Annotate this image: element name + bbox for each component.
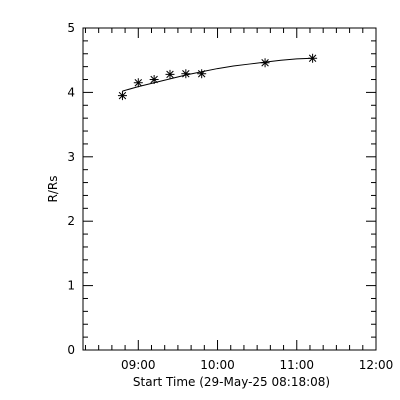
data-point-7: [308, 53, 318, 63]
y-tick-label: 3: [67, 150, 75, 164]
asterisk-stroke: [134, 79, 143, 87]
x-tick-label: 10:00: [200, 358, 235, 372]
y-tick-label: 1: [67, 279, 75, 293]
data-point-5: [197, 69, 207, 79]
fit-curve: [122, 57, 313, 92]
y-tick-label: 2: [67, 214, 75, 228]
data-point-0: [117, 91, 127, 101]
data-point-6: [260, 58, 270, 68]
data-point-1: [133, 78, 143, 88]
asterisk-stroke: [308, 54, 317, 62]
y-tick-label: 5: [67, 21, 75, 35]
x-axis-label: Start Time (29-May-25 08:18:08): [133, 375, 330, 389]
x-tick-label: 09:00: [121, 358, 156, 372]
asterisk-stroke: [150, 75, 158, 84]
data-point-3: [165, 69, 175, 79]
data-point-2: [149, 75, 159, 85]
y-axis-label: R/Rs: [46, 176, 60, 203]
x-tick-label: 12:00: [359, 358, 394, 372]
asterisk-stroke: [182, 69, 190, 78]
data-point-4: [181, 69, 191, 79]
asterisk-stroke: [197, 69, 206, 78]
plot-frame: [82, 27, 377, 351]
y-tick-label: 0: [67, 343, 75, 357]
asterisk-stroke: [118, 91, 127, 100]
asterisk-stroke: [166, 70, 174, 79]
x-tick-label: 11:00: [279, 358, 314, 372]
asterisk-stroke: [261, 59, 269, 67]
y-tick-label: 4: [67, 85, 75, 99]
